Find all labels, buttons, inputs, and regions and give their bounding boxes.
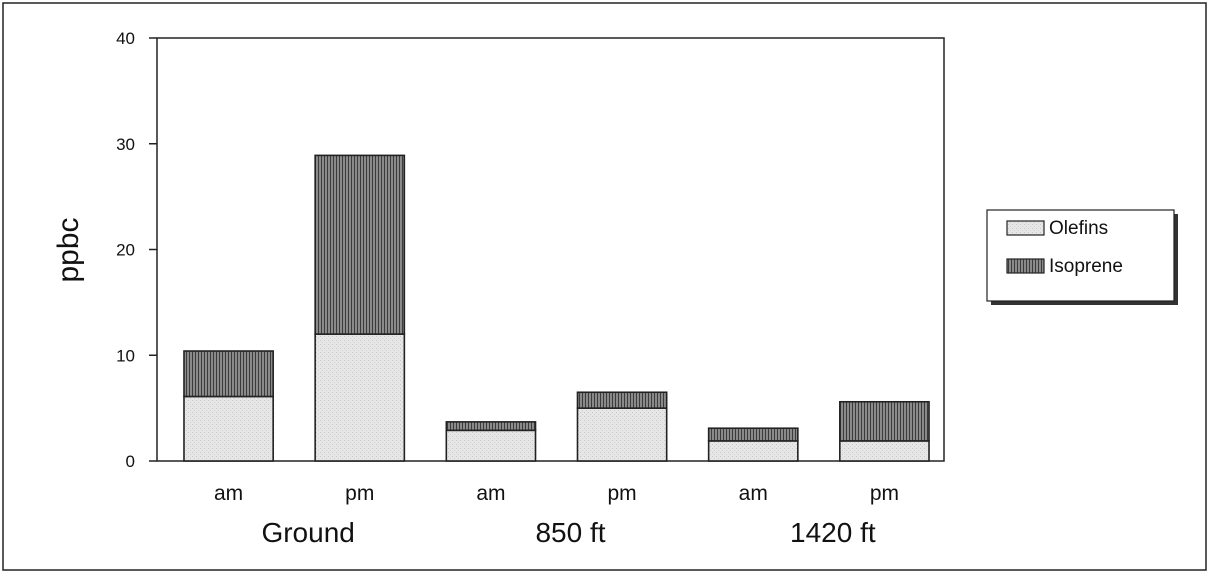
y-axis-label: ppbc (52, 217, 85, 282)
legend-items: Olefins Isoprene (1006, 218, 1123, 277)
x-category-label: pm (345, 482, 374, 505)
y-tick-label: 0 (126, 452, 135, 471)
bar-olefins-1 (314, 333, 406, 462)
bar-isoprene-0 (183, 350, 274, 398)
legend-swatch-isoprene (1006, 258, 1045, 274)
legend-label-olefins: Olefins (1049, 218, 1108, 239)
bar-olefins-3 (576, 407, 668, 462)
x-category-label: pm (870, 482, 899, 505)
x-group-label: 850 ft (535, 517, 605, 548)
bar-isoprene-3 (576, 391, 668, 409)
x-category-label: am (214, 482, 243, 505)
group-labels: Ground 850 ft 1420 ft (261, 517, 875, 548)
bar-olefins-0 (183, 395, 274, 462)
bar-isoprene-1 (314, 154, 406, 335)
y-tick-label: 40 (116, 29, 135, 48)
x-category-label: am (739, 482, 768, 505)
bar-olefins-2 (445, 429, 537, 462)
bars-layer (183, 154, 930, 462)
bar-olefins-4 (707, 440, 799, 462)
legend: Olefins Isoprene (986, 209, 1178, 305)
x-group-label: Ground (261, 517, 354, 548)
bar-isoprene-5 (839, 400, 930, 442)
bar-olefins-5 (839, 440, 930, 462)
bar-isoprene-4 (707, 427, 799, 442)
y-axis-ticks: 0 10 20 30 40 (116, 29, 157, 471)
y-tick-label: 10 (116, 346, 135, 365)
category-labels: am pm am pm am pm (214, 482, 899, 505)
x-category-label: pm (607, 482, 636, 505)
bar-isoprene-2 (445, 421, 537, 432)
x-group-label: 1420 ft (790, 517, 876, 548)
plot-area (156, 37, 945, 462)
legend-swatch-olefins (1006, 220, 1045, 236)
y-tick-label: 20 (116, 241, 135, 260)
y-tick-label: 30 (116, 135, 135, 154)
legend-label-isoprene: Isoprene (1049, 256, 1123, 277)
x-category-label: am (476, 482, 505, 505)
